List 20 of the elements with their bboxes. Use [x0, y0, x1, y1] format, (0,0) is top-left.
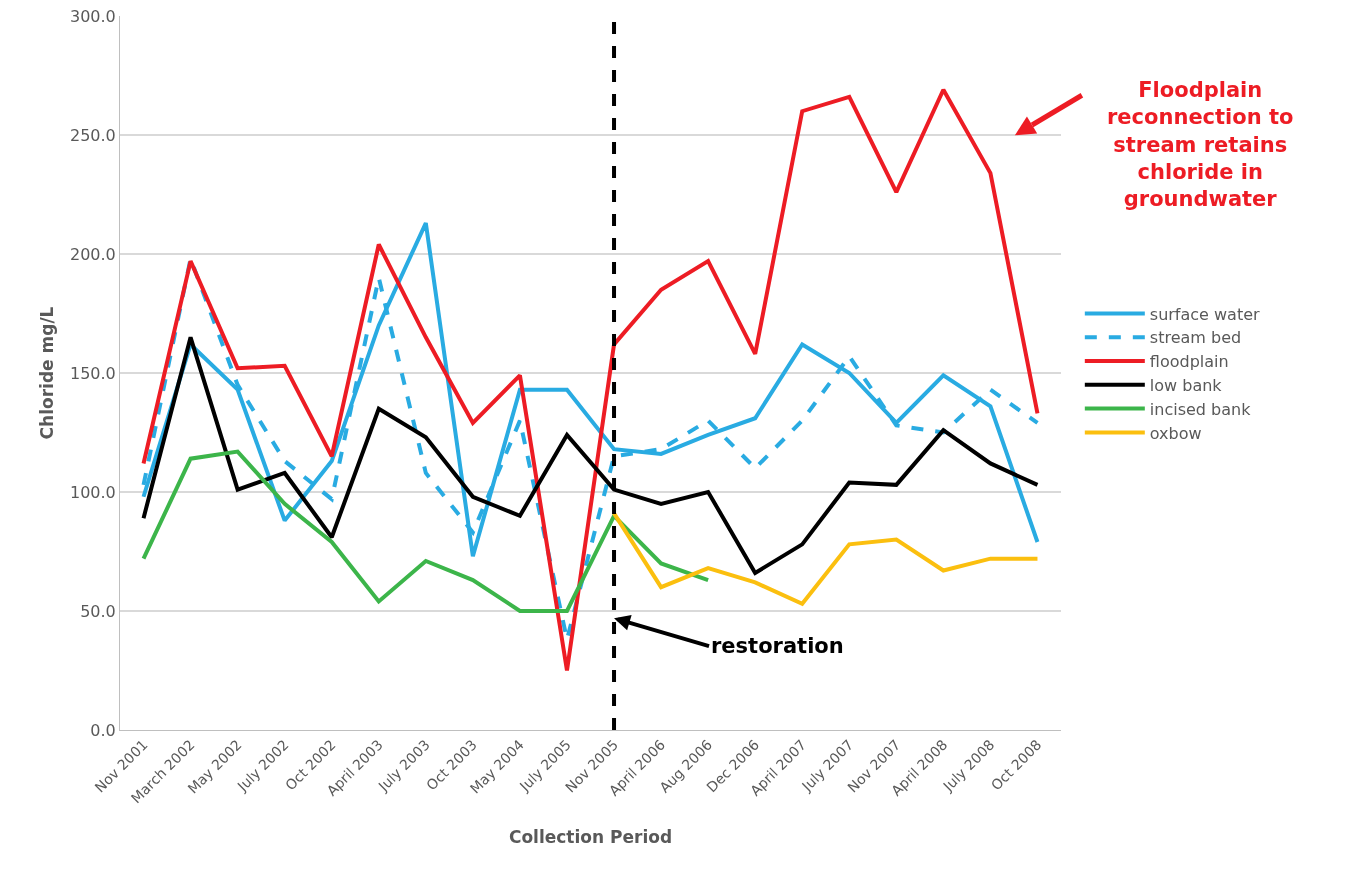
y-tick-label: 100.0 — [69, 482, 116, 502]
legend-label: floodplain — [1149, 352, 1229, 372]
annotation: restoration — [711, 634, 844, 658]
line-series — [141, 87, 1040, 673]
line-series — [141, 449, 711, 613]
y-axis-title: Chloride mg/L — [36, 306, 57, 440]
legend-label: surface water — [1149, 304, 1261, 324]
legend-label: incised bank — [1149, 399, 1252, 419]
x-axis-title: Collection Period — [508, 826, 673, 847]
legend-label: stream bed — [1149, 328, 1242, 348]
text: Floodplain reconnection to stream retains chloride in groundwater — [1107, 78, 1294, 212]
y-tick-label: 200.0 — [69, 244, 116, 264]
y-tick-label: 50.0 — [80, 601, 116, 621]
legend-label: low bank — [1149, 376, 1223, 396]
legend-label: oxbow — [1149, 423, 1202, 443]
line-series — [612, 511, 1040, 606]
y-tick-label: 150.0 — [69, 363, 116, 383]
y-tick-label: 300.0 — [69, 6, 116, 26]
y-tick-label: 0.0 — [90, 720, 116, 740]
y-tick-label: 250.0 — [69, 125, 116, 145]
